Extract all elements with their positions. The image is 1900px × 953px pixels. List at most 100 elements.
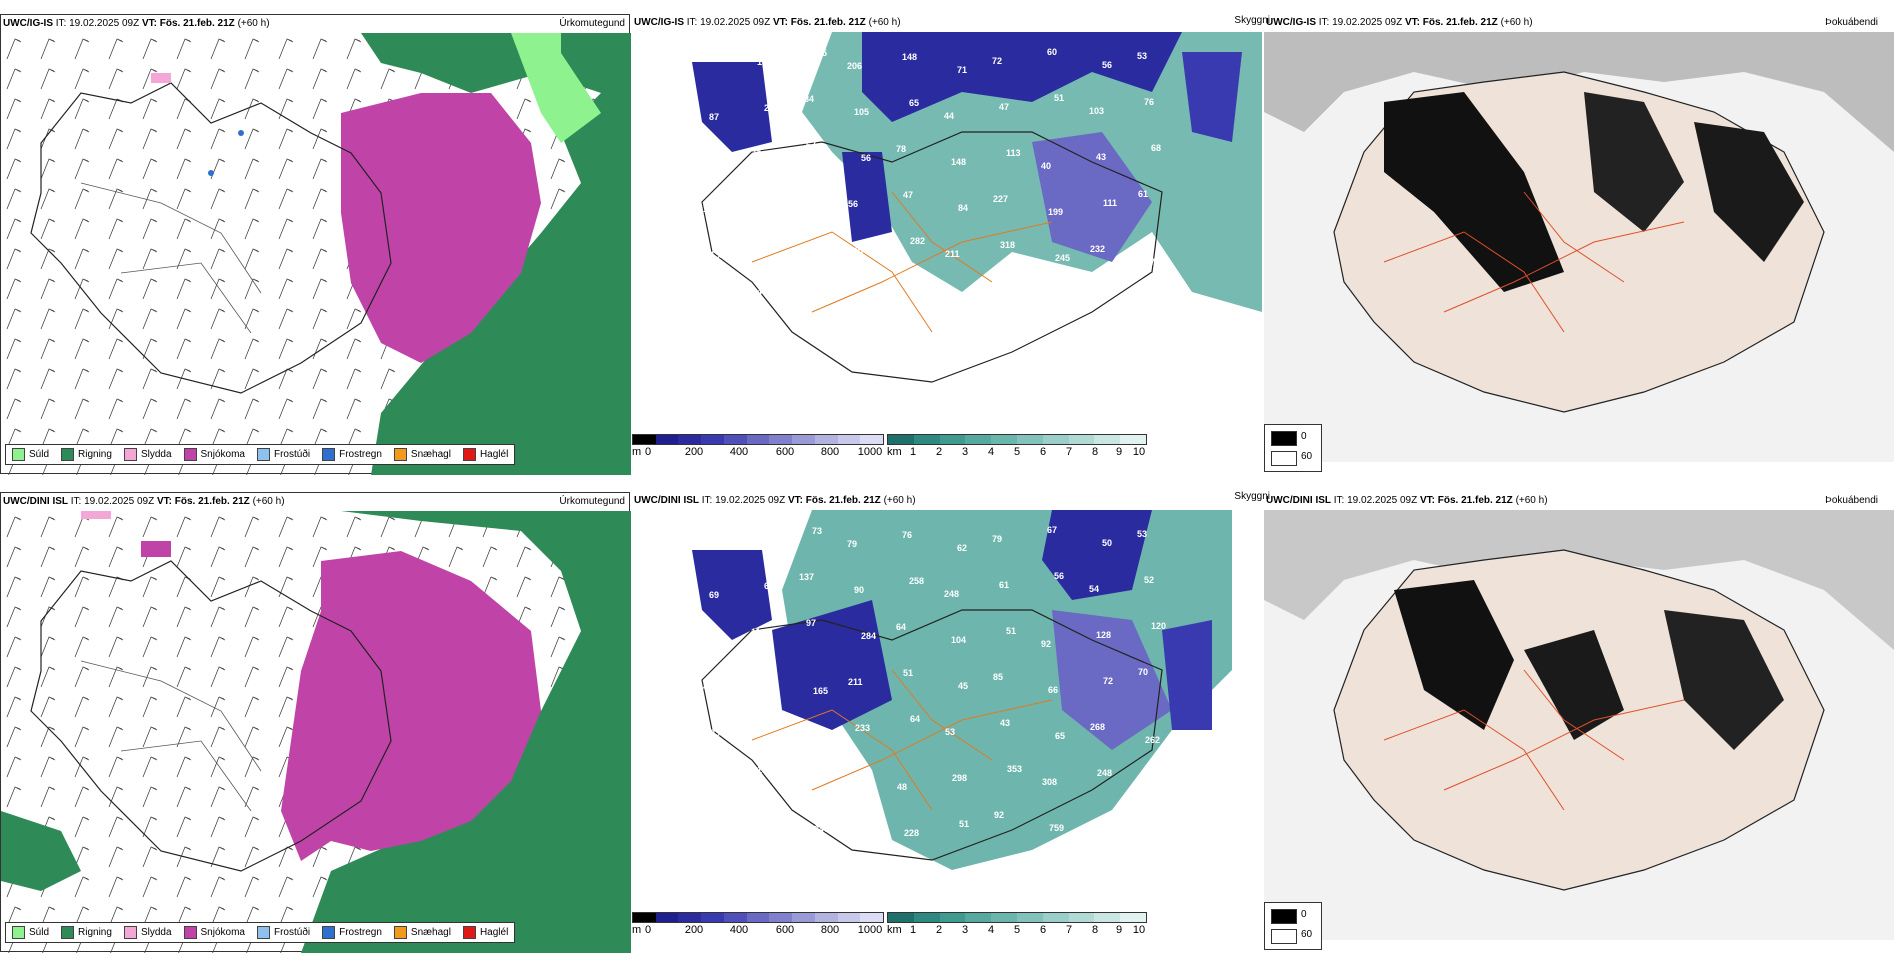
visibility-label: 218 (849, 815, 864, 825)
height-tick: 400 (729, 446, 749, 458)
height-tick: 1000 (857, 924, 883, 936)
visibility-label: 166 (711, 866, 726, 876)
visibility-label: 330 (704, 820, 719, 830)
visibility-label: 27 (1145, 257, 1155, 267)
visibility-label: 137 (799, 572, 814, 582)
visibility-label: 227 (993, 194, 1008, 204)
visibility-label: 258 (909, 576, 924, 586)
visibility-label: 68 (1151, 143, 1161, 153)
visibility-label: 72 (992, 56, 1002, 66)
visibility-label: 148 (951, 157, 966, 167)
visibility-label: 53 (1137, 51, 1147, 61)
vis-tick: 7 (1065, 446, 1073, 458)
visibility-label: 44 (944, 111, 954, 121)
precip-legend: Súld Rigning Slydda Snjókoma Frostúði Fr… (5, 444, 516, 465)
visibility-label: 47 (903, 190, 913, 200)
visibility-label: 65 (909, 98, 919, 108)
visibility-label: 97 (855, 245, 865, 255)
visibility-label: 53 (945, 727, 955, 737)
panel-title: UWC/DINI ISL IT: 19.02.2025 09Z VT: Fös.… (3, 496, 285, 507)
legend-item-slydda: Slydda (123, 448, 172, 461)
visibility-label: 165 (717, 774, 732, 784)
visibility-label: 268 (1090, 722, 1105, 732)
vis-tick: 3 (961, 446, 969, 458)
visibility-label: 76 (902, 530, 912, 540)
visibility-label: 40 (1041, 161, 1051, 171)
height-tick: 800 (820, 924, 840, 936)
panel-title: UWC/DINI ISL IT: 19.02.2025 09Z VT: Fös.… (634, 495, 916, 506)
vis-colorbar-bar (887, 912, 1147, 923)
visibility-label: 92 (994, 810, 1004, 820)
height-tick: 400 (729, 924, 749, 936)
panel-label: Skyggni (1234, 491, 1270, 502)
visibility-label: 68 (716, 158, 726, 168)
visibility-label: 759 (1049, 823, 1064, 833)
visibility-label: 211 (945, 249, 960, 259)
visibility-label: 353 (1007, 764, 1022, 774)
precip-panel-row2: UWC/DINI ISL IT: 19.02.2025 09Z VT: Fös.… (0, 492, 631, 953)
height-colorbar: m 0 200 400 600 800 1000 (632, 912, 884, 946)
visibility-label: 65 (1055, 731, 1065, 741)
visibility-label: 43 (1096, 152, 1106, 162)
visibility-label: 64 (910, 714, 920, 724)
vis-tick: 10 (1132, 446, 1146, 458)
visibility-label: 51 (959, 819, 969, 829)
visibility-label: 54 (1089, 584, 1099, 594)
visibility-label: 231 (862, 291, 877, 301)
visibility-label: 292 (759, 811, 774, 821)
visibility-label: 376 (1152, 781, 1167, 791)
visibility-label: 11 (751, 627, 761, 637)
precip-map (1, 33, 631, 475)
vis-colorbar-bar (887, 434, 1147, 445)
visibility-label: 120 (1151, 621, 1166, 631)
visibility-label: 67 (1047, 525, 1057, 535)
visibility-label: 284 (861, 631, 876, 641)
visibility-label: 105 (854, 107, 869, 117)
vis-unit: km (887, 924, 902, 936)
vis-colorbar: km 1 2 3 4 5 6 7 8 9 10 (887, 912, 1147, 946)
visibility-label: 87 (709, 112, 719, 122)
vis-tick: 6 (1039, 924, 1047, 936)
panel-title: UWC/IG-IS IT: 19.02.2025 09Z VT: Fös. 21… (1266, 17, 1533, 28)
visibility-label: 113 (1006, 148, 1021, 158)
visibility-label: 51 (1006, 626, 1016, 636)
visibility-label: 52 (1144, 575, 1154, 585)
visibility-label: 92 (1041, 639, 1051, 649)
visibility-label: 247 (814, 824, 829, 834)
visibility-label: 76 (1144, 97, 1154, 107)
visibility-label: 49 (716, 636, 726, 646)
visibility-label: 318 (752, 765, 767, 775)
height-tick: 1000 (857, 446, 883, 458)
panel-label: Úrkomutegund (559, 18, 625, 29)
legend-item-frostregn: Frostregn (322, 926, 382, 939)
height-unit: m (632, 924, 642, 936)
panel-title: UWC/IG-IS IT: 19.02.2025 09Z VT: Fös. 21… (634, 17, 901, 28)
visibility-label: 263 (1042, 299, 1057, 309)
legend-item-snjokoma: Snjókoma (183, 448, 245, 461)
visibility-label: 235 (800, 732, 815, 742)
legend-item-snaehagl: Snæhagl (393, 448, 451, 461)
visibility-label: 505 (1104, 814, 1119, 824)
visibility-labels: 90 174 165 206 148 71 72 60 56 53 87 225 184 105 65 44 4… (702, 44, 1162, 314)
visibility-label: 60 (1047, 47, 1057, 57)
visibility-label: 48 (897, 782, 907, 792)
visibility-label: 132 (710, 250, 725, 260)
legend-item-frostudi: Frostúði (256, 926, 310, 939)
visibility-label: 73 (812, 526, 822, 536)
visibility-label: 201 (897, 304, 912, 314)
legend-item-frostudi: Frostúði (256, 448, 310, 461)
visibility-label: 281 (758, 673, 773, 683)
visibility-label: 56 (861, 153, 871, 163)
visibility-label: 245 (1055, 253, 1070, 263)
vis-tick: 8 (1091, 446, 1099, 458)
visibility-label: 61 (999, 580, 1009, 590)
visibility-label: 282 (910, 236, 925, 246)
visibility-label: 43 (1000, 718, 1010, 728)
legend-item-snjokoma: Snjókoma (183, 926, 245, 939)
height-tick: 0 (644, 446, 652, 458)
vis-tick: 10 (1132, 924, 1146, 936)
visibility-label: 47 (999, 102, 1009, 112)
visibility-label: 184 (799, 94, 814, 104)
visibility-label: 85 (993, 672, 1003, 682)
visibility-label: 64 (896, 622, 906, 632)
